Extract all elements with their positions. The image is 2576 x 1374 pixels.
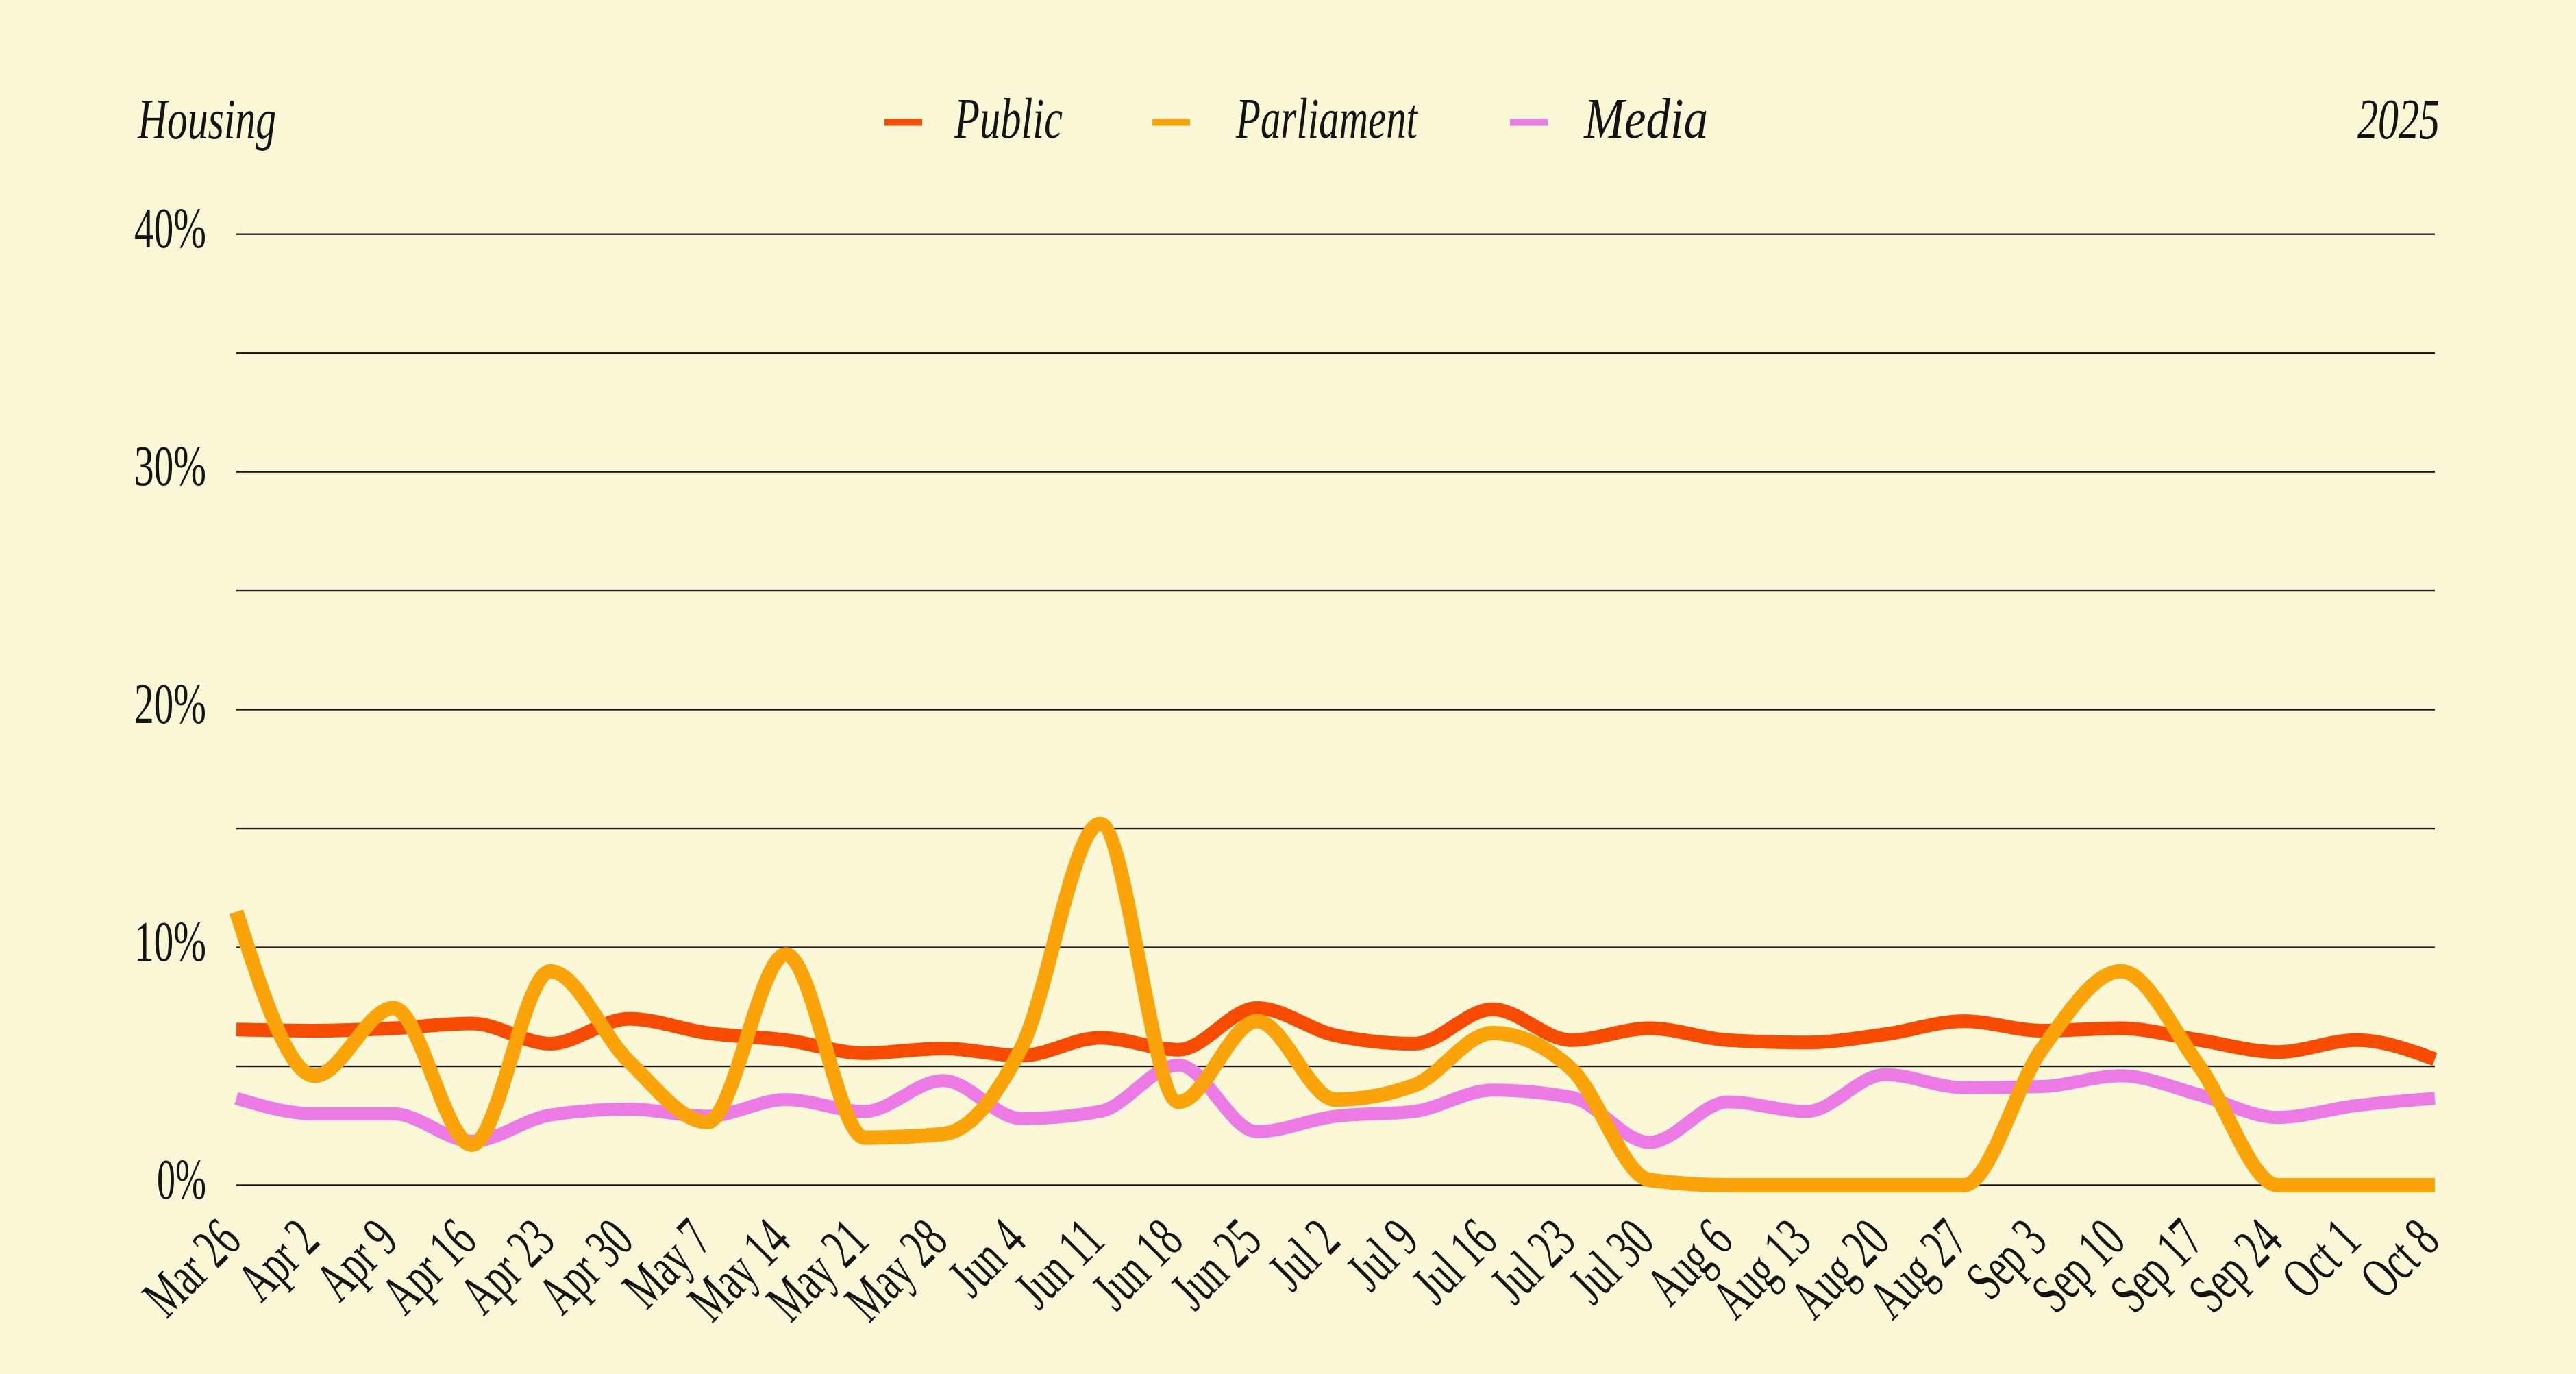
svg-text:40%: 40%	[134, 197, 206, 260]
svg-text:Housing: Housing	[137, 88, 276, 151]
svg-text:Public: Public	[954, 87, 1063, 151]
svg-text:Parliament: Parliament	[1235, 87, 1419, 151]
svg-text:30%: 30%	[134, 434, 206, 498]
svg-text:Media: Media	[1583, 87, 1708, 151]
svg-text:0%: 0%	[157, 1148, 206, 1212]
svg-text:2025: 2025	[2357, 88, 2440, 151]
svg-text:20%: 20%	[134, 672, 206, 736]
svg-text:10%: 10%	[134, 910, 206, 974]
